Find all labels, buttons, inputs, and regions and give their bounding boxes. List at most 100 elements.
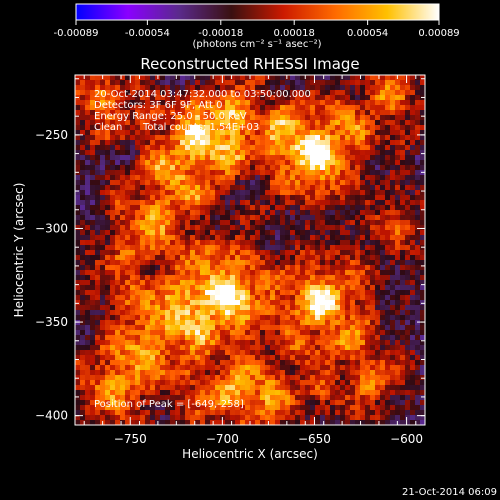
heatmap-cell: [105, 325, 110, 330]
heatmap-cell: [180, 135, 185, 140]
heatmap-cell: [105, 140, 110, 145]
heatmap-cell: [125, 190, 130, 195]
heatmap-cell: [315, 265, 320, 270]
heatmap-cell: [305, 335, 310, 340]
heatmap-cell: [180, 245, 185, 250]
heatmap-cell: [390, 220, 395, 225]
heatmap-cell: [420, 155, 425, 160]
heatmap-cell: [75, 175, 80, 180]
heatmap-cell: [280, 205, 285, 210]
heatmap-cell: [105, 260, 110, 265]
heatmap-cell: [240, 100, 245, 105]
heatmap-cell: [330, 85, 335, 90]
heatmap-cell: [355, 325, 360, 330]
heatmap-cell: [210, 170, 215, 175]
heatmap-cell: [215, 195, 220, 200]
heatmap-cell: [80, 325, 85, 330]
heatmap-cell: [205, 95, 210, 100]
heatmap-cell: [320, 335, 325, 340]
heatmap-cell: [205, 310, 210, 315]
heatmap-cell: [250, 340, 255, 345]
heatmap-cell: [185, 160, 190, 165]
heatmap-cell: [420, 255, 425, 260]
heatmap-cell: [115, 370, 120, 375]
heatmap-cell: [265, 285, 270, 290]
heatmap-cell: [335, 410, 340, 415]
heatmap-cell: [265, 365, 270, 370]
heatmap-cell: [170, 140, 175, 145]
heatmap-cell: [225, 380, 230, 385]
heatmap-cell: [295, 210, 300, 215]
heatmap-cell: [360, 315, 365, 320]
heatmap-cell: [255, 150, 260, 155]
heatmap-cell: [275, 150, 280, 155]
heatmap-cell: [80, 145, 85, 150]
heatmap-cell: [105, 180, 110, 185]
heatmap-cell: [335, 105, 340, 110]
heatmap-cell: [240, 85, 245, 90]
heatmap-cell: [165, 190, 170, 195]
heatmap-cell: [325, 145, 330, 150]
heatmap-cell: [130, 390, 135, 395]
heatmap-cell: [85, 275, 90, 280]
heatmap-cell: [335, 360, 340, 365]
heatmap-cell: [335, 185, 340, 190]
heatmap-cell: [225, 415, 230, 420]
heatmap-cell: [170, 210, 175, 215]
heatmap-cell: [280, 230, 285, 235]
heatmap-cell: [190, 200, 195, 205]
heatmap-cell: [295, 90, 300, 95]
heatmap-cell: [280, 295, 285, 300]
heatmap-cell: [115, 320, 120, 325]
heatmap-cell: [140, 110, 145, 115]
heatmap-cell: [320, 205, 325, 210]
heatmap-cell: [355, 200, 360, 205]
heatmap-cell: [300, 120, 305, 125]
heatmap-cell: [140, 295, 145, 300]
heatmap-cell: [100, 350, 105, 355]
heatmap-cell: [180, 390, 185, 395]
heatmap-cell: [385, 130, 390, 135]
heatmap-cell: [110, 235, 115, 240]
heatmap-cell: [190, 115, 195, 120]
heatmap-cell: [170, 135, 175, 140]
heatmap-cell: [125, 285, 130, 290]
heatmap-cell: [75, 90, 80, 95]
heatmap-cell: [255, 285, 260, 290]
heatmap-cell: [230, 220, 235, 225]
heatmap-cell: [125, 165, 130, 170]
heatmap-cell: [115, 305, 120, 310]
heatmap-cell: [150, 315, 155, 320]
heatmap-cell: [85, 340, 90, 345]
heatmap-cell: [255, 155, 260, 160]
heatmap-cell: [345, 305, 350, 310]
heatmap-cell: [75, 200, 80, 205]
heatmap-cell: [220, 305, 225, 310]
heatmap-cell: [315, 215, 320, 220]
heatmap-cell: [340, 130, 345, 135]
heatmap-cell: [170, 200, 175, 205]
heatmap-cell: [325, 75, 330, 80]
heatmap-cell: [210, 280, 215, 285]
heatmap-cell: [395, 250, 400, 255]
heatmap-cell: [175, 370, 180, 375]
heatmap-cell: [160, 285, 165, 290]
heatmap-cell: [140, 400, 145, 405]
heatmap-cell: [415, 190, 420, 195]
heatmap-cell: [340, 240, 345, 245]
heatmap-cell: [100, 190, 105, 195]
heatmap-cell: [275, 325, 280, 330]
heatmap-cell: [220, 270, 225, 275]
heatmap-cell: [355, 255, 360, 260]
heatmap-cell: [270, 80, 275, 85]
heatmap-cell: [105, 210, 110, 215]
heatmap-cell: [350, 370, 355, 375]
heatmap-cell: [100, 160, 105, 165]
heatmap-cell: [400, 85, 405, 90]
heatmap-cell: [325, 245, 330, 250]
heatmap-cell: [260, 200, 265, 205]
heatmap-cell: [80, 160, 85, 165]
heatmap-cell: [135, 315, 140, 320]
heatmap-cell: [100, 300, 105, 305]
heatmap-cell: [170, 95, 175, 100]
